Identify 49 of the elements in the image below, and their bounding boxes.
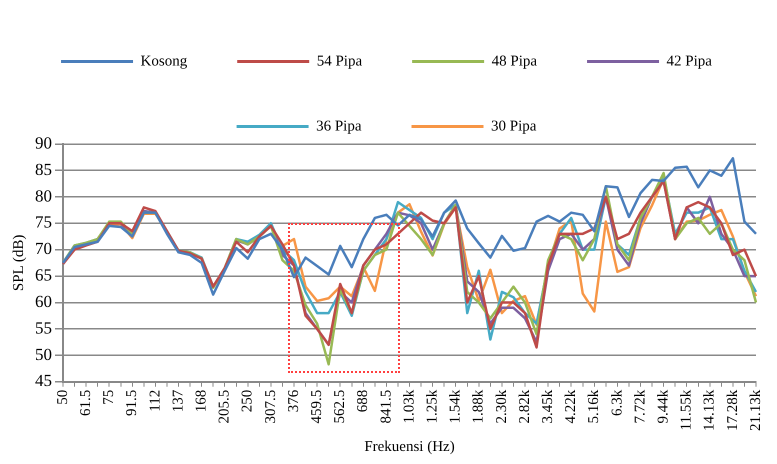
- x-tick-label: 250: [240, 390, 256, 412]
- x-tick-label: 17.28k: [724, 389, 741, 431]
- x-tick-label: 75: [101, 390, 118, 405]
- x-tick-label: 376: [286, 389, 302, 412]
- y-tick-label: 45: [35, 371, 52, 390]
- x-tick-label: 9.44k: [656, 389, 672, 424]
- legend-label: 30 Pipa: [491, 118, 537, 134]
- legend-label: Kosong: [140, 53, 188, 70]
- x-tick-label: 137: [170, 389, 186, 412]
- x-tick-label: 1.25k: [424, 389, 441, 424]
- y-tick-label: 85: [35, 160, 52, 179]
- y-axis-title: SPL (dB): [10, 234, 27, 292]
- y-tick-label: 70: [35, 239, 52, 258]
- y-tick-label: 65: [35, 266, 52, 285]
- x-tick-label: 91.5: [124, 390, 140, 416]
- x-tick-label: 4.22k: [563, 389, 580, 424]
- x-tick-label: 3.45k: [540, 389, 556, 424]
- x-tick-label: 168: [194, 390, 210, 412]
- y-tick-label: 90: [35, 133, 52, 152]
- x-tick-label: 562.5: [332, 390, 348, 424]
- x-tick-label: 112: [147, 390, 164, 412]
- x-tick-label: 2.30k: [494, 389, 510, 424]
- x-tick-label: 61.5: [78, 390, 94, 416]
- y-tick-label: 80: [35, 186, 52, 206]
- x-tick-label: 21.13k: [748, 389, 764, 431]
- x-tick-label: 1.88k: [470, 389, 487, 424]
- y-tick-label: 55: [35, 318, 52, 338]
- x-tick-label: 1.03k: [401, 389, 418, 424]
- x-tick-label: 688: [355, 390, 372, 412]
- y-tick-label: 50: [35, 344, 52, 364]
- legend-label: 42 Pipa: [666, 53, 712, 70]
- y-tick-label: 75: [35, 212, 52, 232]
- x-tick-label: 1.54k: [448, 389, 464, 424]
- x-tick-label: 205.5: [216, 390, 233, 424]
- x-tick-label: 14.13k: [702, 389, 718, 431]
- legend-label: 36 Pipa: [316, 118, 362, 134]
- x-tick-label: 2.82k: [516, 389, 533, 424]
- x-tick-label: 841.5: [378, 390, 394, 424]
- x-axis-title: Frekuensi (Hz): [364, 438, 455, 455]
- y-tick-label: 60: [35, 292, 52, 311]
- legend-label: 54 Pipa: [316, 53, 362, 70]
- x-tick-label: 5.16k: [586, 389, 602, 424]
- x-tick-label: 50: [54, 390, 71, 405]
- x-tick-label: 307.5: [262, 390, 279, 424]
- x-tick-label: 6.3k: [609, 389, 626, 416]
- legend-label: 48 Pipa: [492, 53, 538, 70]
- x-tick-label: 7.72k: [632, 389, 648, 424]
- x-tick-label: 11.55k: [678, 389, 695, 430]
- x-tick-label: 459.5: [309, 390, 326, 424]
